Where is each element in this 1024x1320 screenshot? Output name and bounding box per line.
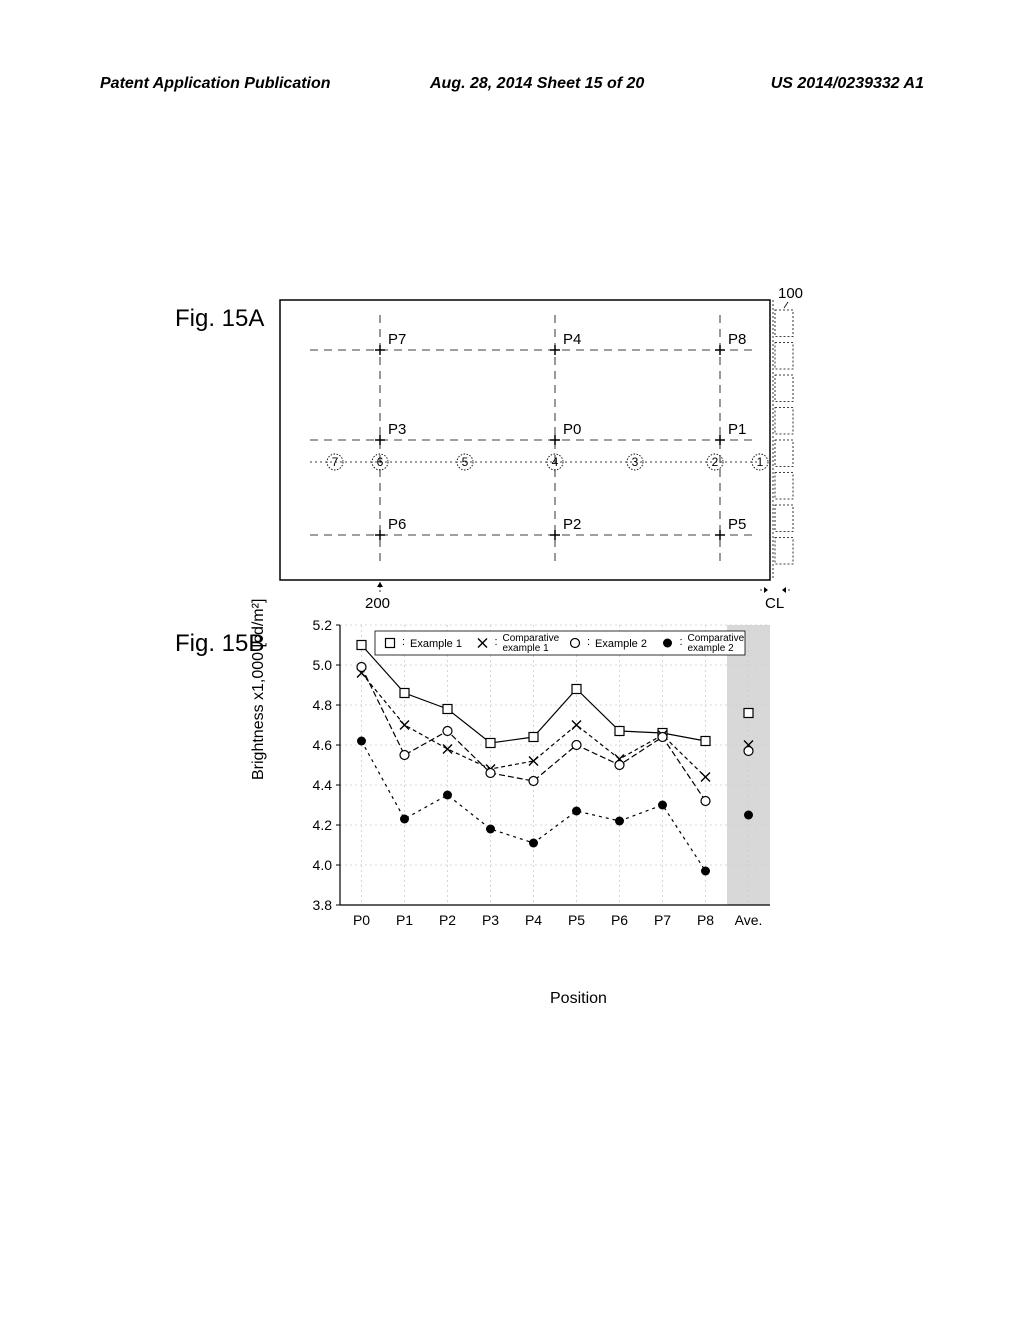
svg-text:100: 100 (778, 285, 803, 302)
svg-text:Ave.: Ave. (735, 912, 763, 928)
svg-text:P1: P1 (728, 421, 746, 438)
svg-text:7: 7 (332, 455, 339, 469)
svg-text:200: 200 (365, 595, 390, 612)
chart-yaxis-label: Brightness x1,000 [cd/m²] (250, 599, 268, 780)
svg-text:Example 2: Example 2 (595, 638, 647, 650)
svg-text:P4: P4 (525, 912, 542, 928)
svg-text:3: 3 (632, 455, 639, 469)
svg-text:P5: P5 (728, 516, 746, 533)
svg-text:example 2: example 2 (688, 643, 735, 654)
svg-text:P3: P3 (482, 912, 499, 928)
svg-text:4: 4 (552, 455, 559, 469)
svg-text:4.8: 4.8 (313, 697, 333, 713)
svg-text:P3: P3 (388, 421, 406, 438)
svg-text:P6: P6 (611, 912, 628, 928)
svg-text:4.4: 4.4 (313, 777, 333, 793)
svg-text:5: 5 (462, 455, 469, 469)
svg-text:P0: P0 (353, 912, 370, 928)
svg-text:P7: P7 (388, 331, 406, 348)
svg-text:5.0: 5.0 (313, 657, 333, 673)
svg-text:4.6: 4.6 (313, 737, 333, 753)
figure-15a-label: Fig. 15A (175, 305, 264, 333)
svg-text:P2: P2 (563, 516, 581, 533)
svg-text:4.0: 4.0 (313, 857, 333, 873)
svg-text:P5: P5 (568, 912, 585, 928)
header-date-sheet: Aug. 28, 2014 Sheet 15 of 20 (430, 75, 644, 93)
chart-xaxis-label: Position (550, 990, 607, 1008)
svg-text:P6: P6 (388, 516, 406, 533)
svg-text:P8: P8 (697, 912, 714, 928)
svg-text:Example 1: Example 1 (410, 638, 462, 650)
svg-text:1: 1 (757, 455, 764, 469)
svg-text:P7: P7 (654, 912, 671, 928)
svg-text:P8: P8 (728, 331, 746, 348)
figure-15b-chart: 3.8 4.0 4.2 4.4 4.6 4.8 5.0 5.2 P0 P1 P2 P3 P4 P5 P6 P7… (290, 615, 845, 995)
svg-text::: : (495, 636, 498, 648)
svg-text:P2: P2 (439, 912, 456, 928)
svg-text:4.2: 4.2 (313, 817, 333, 833)
svg-text:example 1: example 1 (503, 643, 550, 654)
svg-text:P0: P0 (563, 421, 581, 438)
figure-15a-diagram: P7P4P8P3P0P1P6P2P57654321100200CL (280, 290, 820, 590)
svg-text::: : (680, 636, 683, 648)
svg-text:CL: CL (765, 595, 784, 612)
svg-text::: : (587, 636, 590, 648)
svg-text:2: 2 (712, 455, 719, 469)
svg-text:3.8: 3.8 (313, 897, 333, 913)
svg-text:P4: P4 (563, 331, 581, 348)
svg-text::: : (402, 636, 405, 648)
svg-text:6: 6 (377, 455, 384, 469)
header-pubnum: US 2014/0239332 A1 (771, 75, 924, 93)
svg-text:5.2: 5.2 (313, 617, 333, 633)
svg-text:P1: P1 (396, 912, 413, 928)
header-publication: Patent Application Publication (100, 75, 331, 93)
